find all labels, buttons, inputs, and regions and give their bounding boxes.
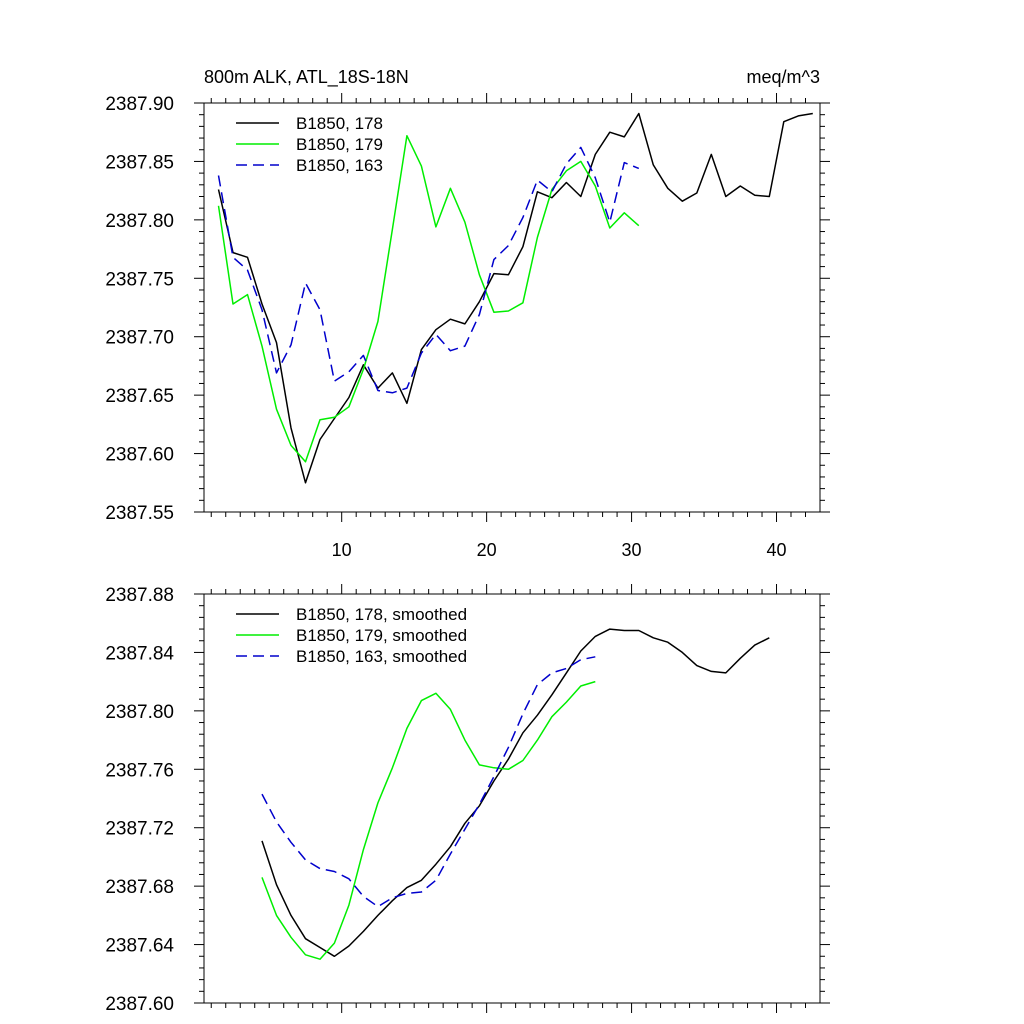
x-tick-label: 40	[767, 540, 787, 560]
y-tick-label: 2387.72	[105, 819, 174, 840]
series-line-1	[261, 628, 770, 958]
x-tick-label: 10	[332, 540, 352, 560]
series-line-2	[261, 680, 596, 960]
y-tick-label: 2387.80	[105, 211, 174, 232]
series-line-1	[217, 112, 813, 484]
x-tick-label: 30	[622, 540, 642, 560]
figure-units: meq/m^3	[747, 67, 820, 87]
panel-top: 10 20 30 40 2387.55 2387.60 2387.65 2387.70 2387…	[105, 93, 830, 560]
y-tick-label: 2387.88	[105, 585, 174, 606]
y-tick-label: 2387.80	[105, 702, 174, 723]
panel-bottom: 2387.60 2387.64 2387.68 2387.72 2387.76 2387.…	[105, 584, 830, 1015]
legend-label-1: B1850, 178	[296, 114, 383, 133]
series-line-2	[217, 134, 640, 463]
y-tick-label: 2387.84	[105, 643, 174, 664]
y-tick-label: 2387.70	[105, 328, 174, 349]
plot-frame	[203, 102, 821, 513]
y-tick-label: 2387.68	[105, 877, 174, 898]
y-tick-label: 2387.90	[105, 94, 174, 115]
series-line-3	[217, 146, 640, 394]
legend-label-1: B1850, 178, smoothed	[296, 605, 467, 624]
legend-label-2: B1850, 179	[296, 135, 383, 154]
y-tick-label: 2387.76	[105, 760, 174, 781]
y-tick-label: 2387.65	[105, 386, 174, 407]
y-tick-label: 2387.60	[105, 445, 174, 466]
legend-label-3: B1850, 163, smoothed	[296, 647, 467, 666]
legend-label-3: B1850, 163	[296, 156, 383, 175]
y-tick-label: 2387.60	[105, 994, 174, 1015]
y-tick-label: 2387.64	[105, 936, 174, 957]
y-tick-label: 2387.85	[105, 152, 174, 173]
series-line-3	[261, 656, 596, 908]
x-tick-label: 20	[477, 540, 497, 560]
legend-label-2: B1850, 179, smoothed	[296, 626, 467, 645]
plot-frame	[203, 593, 821, 1004]
figure-title: 800m ALK, ATL_18S-18N	[204, 67, 409, 88]
y-tick-label: 2387.55	[105, 503, 174, 524]
y-tick-label: 2387.75	[105, 269, 174, 290]
